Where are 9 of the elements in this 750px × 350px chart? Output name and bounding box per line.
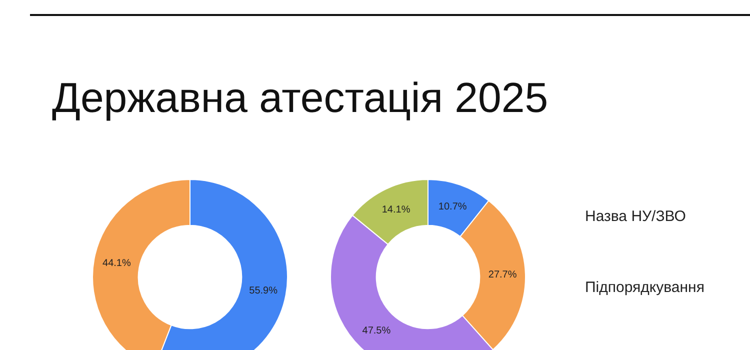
text: Назва НУ/ЗВО xyxy=(585,208,686,225)
data-label: 47.5% xyxy=(362,326,391,337)
data-label: 10.7% xyxy=(438,201,467,212)
data-label: 14.1% xyxy=(382,204,410,216)
data-label: 55.9% xyxy=(249,285,278,296)
text: Підпорядкування xyxy=(585,279,704,296)
data-label: 27.7% xyxy=(488,270,517,281)
data-label: 44.1% xyxy=(102,258,131,270)
chart-title: Державна атестація 2025 xyxy=(52,74,548,122)
